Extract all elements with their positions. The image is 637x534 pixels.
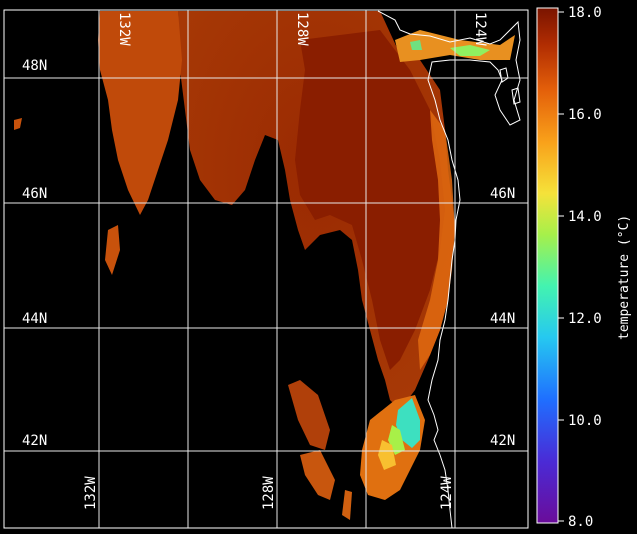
sst-strait-cool-2 [410, 40, 422, 50]
sst-coastal-band [418, 110, 455, 370]
lon-label-top-128w: 128W [294, 12, 310, 46]
coastline-main [377, 10, 521, 529]
lon-label-bottom-128w: 128W [261, 476, 277, 510]
sst-patch-1 [105, 225, 120, 275]
sst-upwelling-cold [396, 398, 420, 448]
lat-label-46n: 46N [22, 186, 47, 202]
colorbar-label-8: 8.0 [568, 514, 593, 530]
colorbar-ticks [558, 11, 564, 522]
sst-field [14, 11, 515, 520]
colorbar-title: temperature (°C) [617, 215, 632, 340]
colorbar-label-18: 18.0 [568, 5, 602, 21]
sst-left-tongue [98, 11, 182, 215]
lat-label-right-42n: 42N [490, 433, 515, 449]
colorbar-label-12: 12.0 [568, 311, 602, 327]
colorbar-label-16: 16.0 [568, 107, 602, 123]
lat-label-42n: 42N [22, 433, 47, 449]
graticule [4, 10, 528, 528]
sst-patch-2 [14, 118, 22, 130]
lat-label-44n: 44N [22, 311, 47, 327]
colorbar: 18.0 16.0 14.0 12.0 10.0 8.0 temperature… [536, 5, 632, 530]
lat-label-right-44n: 44N [490, 311, 515, 327]
colorbar-label-10: 10.0 [568, 413, 602, 429]
sst-strait-cool [450, 45, 490, 56]
lat-label-right-46n: 46N [490, 186, 515, 202]
sst-south-patch-3 [342, 490, 352, 520]
lon-label-bottom-132w: 132W [83, 476, 99, 510]
colorbar-gradient [536, 7, 559, 524]
sst-core-region [295, 30, 445, 370]
coastline-island-2 [511, 87, 521, 105]
lon-label-bottom-124w: 124W [439, 476, 455, 510]
lon-label-top-124w: 124W [472, 12, 488, 46]
lon-label-top-132w: 132W [116, 12, 132, 46]
lat-label-48n: 48N [22, 58, 47, 74]
sst-south-patch-1 [288, 380, 330, 450]
sst-south-patch-2 [300, 450, 335, 500]
sst-upwelling-warm [378, 440, 396, 470]
colorbar-label-14: 14.0 [568, 209, 602, 225]
